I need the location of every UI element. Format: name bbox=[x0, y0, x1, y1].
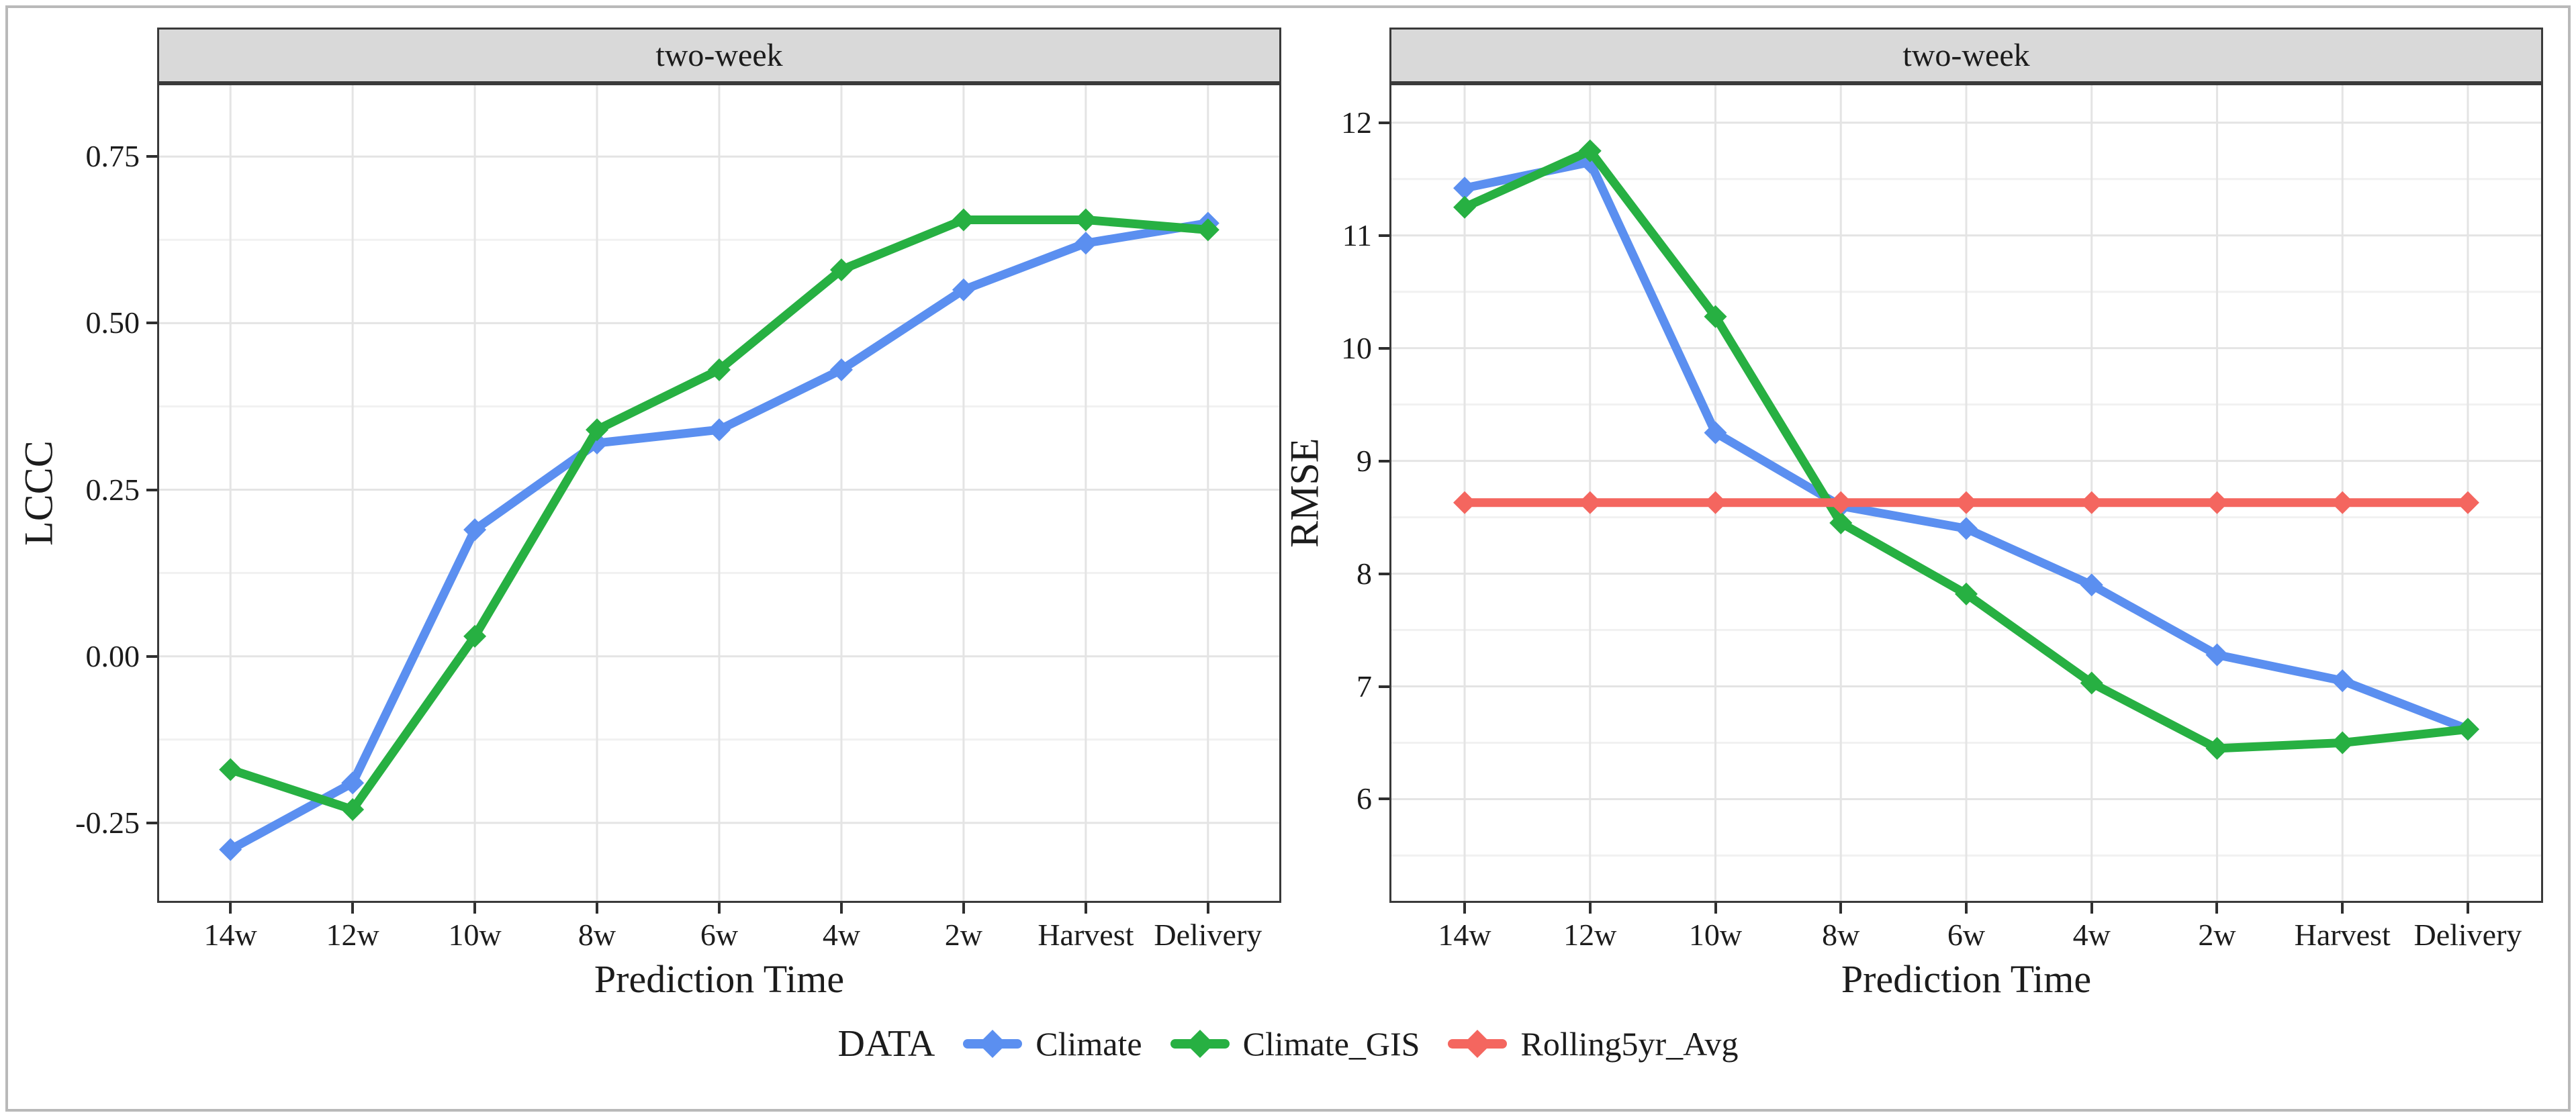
x-tick-label: Delivery bbox=[1154, 918, 1262, 952]
lccc-y-axis-tick-labels: 0.75 0.50 0.25 0.00 -0.25 bbox=[75, 139, 140, 840]
rmse-y-axis-tick-labels: 12 11 10 9 8 7 6 bbox=[1341, 105, 1372, 816]
x-tick-label: 14w bbox=[203, 918, 257, 952]
rolling5yr-avg-line-marker-icon bbox=[1448, 1030, 1508, 1058]
legend-title: DATA bbox=[837, 1023, 935, 1065]
facet-strip-lccc: two-week bbox=[157, 28, 1281, 83]
x-tick-mark bbox=[229, 903, 232, 914]
x-tick-mark bbox=[1084, 903, 1087, 914]
x-tick-mark bbox=[2341, 903, 2344, 914]
legend-label: Rolling5yr_Avg bbox=[1520, 1025, 1739, 1063]
x-tick-mark bbox=[962, 903, 965, 914]
lccc-x-axis-title: Prediction Time bbox=[594, 957, 845, 1001]
x-tick-label: 10w bbox=[1688, 918, 1743, 952]
x-tick-mark bbox=[718, 903, 721, 914]
x-tick-label: 14w bbox=[1438, 918, 1491, 952]
x-tick-label: 12w bbox=[1563, 918, 1617, 952]
x-tick-mark bbox=[1839, 903, 1843, 914]
x-tick-mark bbox=[839, 903, 843, 914]
climate-gis-line-marker-icon bbox=[1170, 1030, 1230, 1058]
x-tick-label: 6w bbox=[1947, 918, 1986, 952]
x-tick-label: 10w bbox=[448, 918, 502, 952]
rmse-y-axis-title: RMSE bbox=[1282, 438, 1327, 548]
lccc-plot-area bbox=[157, 83, 1281, 903]
rmse-plot-area bbox=[1389, 83, 2543, 903]
x-tick-label: Delivery bbox=[2413, 918, 2522, 952]
x-tick-label: 4w bbox=[822, 918, 861, 952]
y-tick-mark bbox=[1379, 797, 1389, 801]
facet-strip-rmse: two-week bbox=[1389, 28, 2543, 83]
x-tick-label: Harvest bbox=[1038, 918, 1134, 952]
x-tick-label: 4w bbox=[2072, 918, 2111, 952]
x-tick-mark bbox=[1463, 903, 1467, 914]
x-tick-mark bbox=[1588, 903, 1592, 914]
x-tick-mark bbox=[2466, 903, 2469, 914]
panel-rmse: two-week 12 11 10 9 8 7 6 RMSE Prediction Time… bbox=[1283, 28, 2543, 1001]
x-tick-mark bbox=[2090, 903, 2093, 914]
y-tick-mark bbox=[1379, 346, 1389, 350]
x-tick-label: 6w bbox=[700, 918, 739, 952]
y-tick-mark bbox=[1379, 121, 1389, 124]
rmse-x-axis-title: Prediction Time bbox=[1841, 957, 2092, 1001]
y-tick-mark bbox=[146, 488, 157, 491]
x-tick-label: Harvest bbox=[2294, 918, 2391, 952]
y-tick-mark bbox=[1379, 234, 1389, 237]
x-tick-mark bbox=[2215, 903, 2219, 914]
legend-item-climate: Climate bbox=[963, 1024, 1142, 1063]
legend-item-climate-gis: Climate_GIS bbox=[1170, 1024, 1420, 1063]
x-tick-label: 8w bbox=[578, 918, 616, 952]
legend-label: Climate_GIS bbox=[1242, 1025, 1420, 1063]
facet-strip-label: two-week bbox=[1902, 38, 2030, 73]
x-tick-label: 2w bbox=[944, 918, 983, 952]
panel-lccc: two-week 0.75 0.50 0.25 0.00 -0.25 LCCC Pred… bbox=[17, 28, 1281, 1001]
y-tick-mark bbox=[1379, 572, 1389, 575]
y-tick-mark bbox=[146, 322, 157, 325]
x-tick-mark bbox=[596, 903, 599, 914]
legend: DATA Climate Climate_GIS Rolling5yr_Avg bbox=[0, 1015, 2576, 1073]
x-tick-label: 12w bbox=[326, 918, 379, 952]
x-tick-label: 2w bbox=[2198, 918, 2236, 952]
x-tick-mark bbox=[1965, 903, 1968, 914]
x-tick-mark bbox=[1714, 903, 1717, 914]
x-tick-mark bbox=[1206, 903, 1209, 914]
legend-label: Climate bbox=[1036, 1025, 1142, 1063]
y-tick-mark bbox=[146, 821, 157, 824]
y-tick-mark bbox=[146, 155, 157, 158]
lccc-y-axis-title: LCCC bbox=[16, 440, 61, 546]
x-tick-label: 8w bbox=[1822, 918, 1860, 952]
y-tick-mark bbox=[146, 654, 157, 658]
y-tick-mark bbox=[1379, 459, 1389, 463]
x-tick-mark bbox=[473, 903, 477, 914]
legend-item-rolling5yr-avg: Rolling5yr_Avg bbox=[1448, 1024, 1739, 1063]
x-tick-mark bbox=[351, 903, 355, 914]
facet-strip-label: two-week bbox=[655, 38, 783, 73]
y-tick-mark bbox=[1379, 685, 1389, 688]
climate-line-marker-icon bbox=[963, 1030, 1023, 1058]
